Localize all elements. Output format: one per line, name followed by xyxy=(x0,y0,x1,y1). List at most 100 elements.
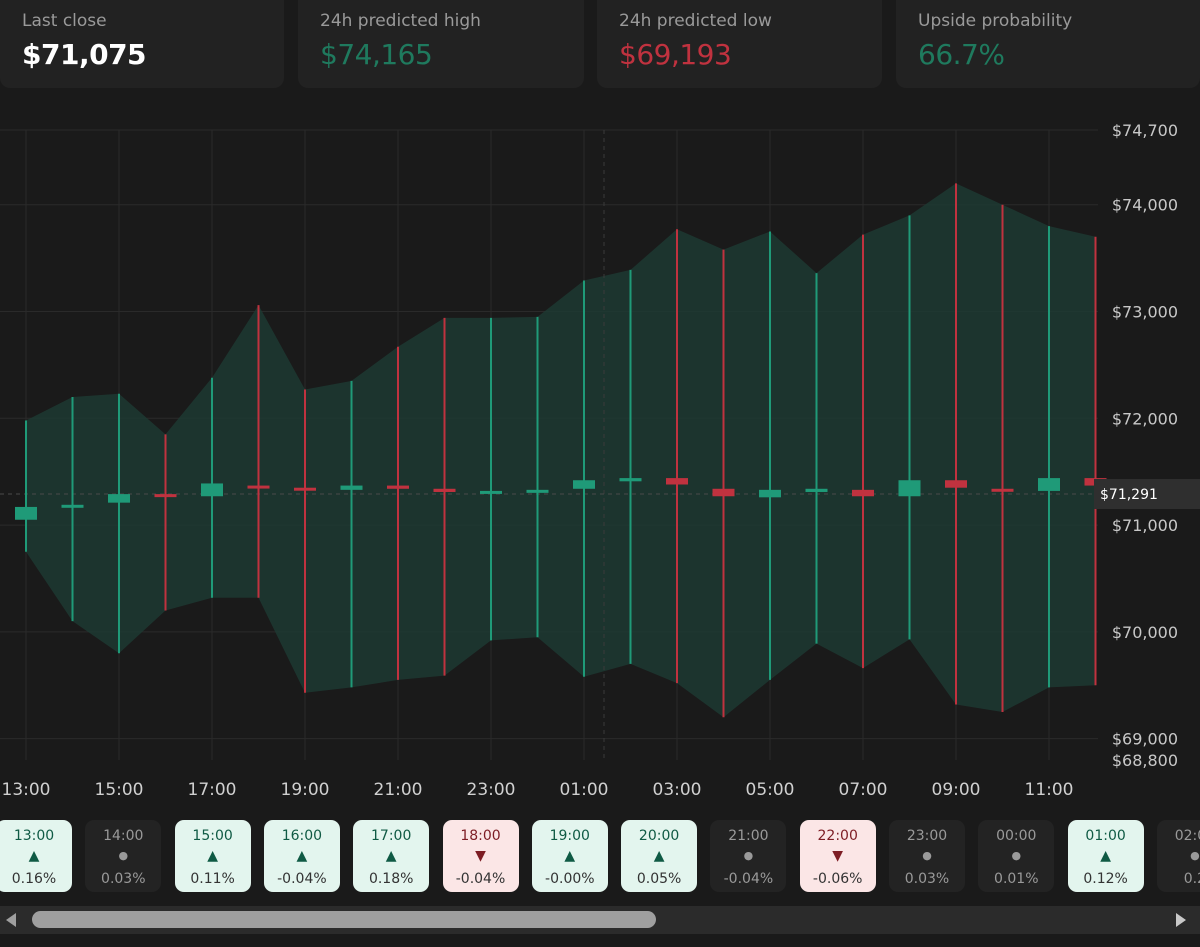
stat-label: 24h predicted low xyxy=(619,11,772,31)
candle-body xyxy=(1038,478,1060,491)
neutral-dot-icon: ● xyxy=(922,849,932,862)
hourly-card[interactable]: 18:00 ▼ -0.04% xyxy=(442,820,519,892)
hourly-time: 00:00 xyxy=(996,828,1037,844)
up-arrow-icon: ▲ xyxy=(385,848,397,864)
candle-body xyxy=(108,494,130,503)
scrollbar-thumb[interactable] xyxy=(32,911,656,928)
y-tick-label: $69,000 xyxy=(1112,730,1178,749)
candle-body xyxy=(480,490,502,494)
up-arrow-icon: ▲ xyxy=(653,848,665,864)
hourly-card[interactable]: 17:00 ▲ 0.18% xyxy=(353,820,430,892)
hourly-card[interactable]: 20:00 ▲ 0.05% xyxy=(621,820,698,892)
stat-label: 24h predicted high xyxy=(320,11,481,31)
hourly-change: 0.2 xyxy=(1183,871,1200,887)
horizontal-scrollbar[interactable] xyxy=(0,906,1200,934)
hourly-change: 0.03% xyxy=(904,871,950,887)
y-tick-label: $71,000 xyxy=(1112,516,1178,535)
x-tick-label: 09:00 xyxy=(932,780,981,800)
candle-body xyxy=(433,488,456,492)
hourly-card[interactable]: 23:00 ● 0.03% xyxy=(889,820,965,892)
candle-body xyxy=(573,480,595,489)
stat-label: Upside probability xyxy=(918,11,1073,31)
prediction-band xyxy=(26,183,1096,718)
candle-body xyxy=(61,504,84,508)
hourly-change: 0.05% xyxy=(636,871,682,887)
up-arrow-icon: ▲ xyxy=(28,848,40,864)
hourly-time: 21:00 xyxy=(728,828,769,844)
candle-body xyxy=(805,488,828,492)
hourly-change: 0.03% xyxy=(101,871,146,887)
stat-card-upside-probability: Upside probability 66.7% xyxy=(896,0,1200,88)
hourly-time: 14:00 xyxy=(103,828,144,844)
hourly-time: 13:00 xyxy=(13,828,55,844)
hourly-change: -0.00% xyxy=(545,871,595,887)
y-tick-label: $74,700 xyxy=(1112,121,1178,140)
candle-body xyxy=(666,478,688,485)
stat-value: $69,193 xyxy=(619,38,732,71)
candle-body xyxy=(15,506,37,520)
hourly-time: 17:00 xyxy=(371,828,412,844)
x-tick-label: 23:00 xyxy=(467,780,516,800)
x-tick-label: 17:00 xyxy=(188,780,237,800)
hourly-change: 0.01% xyxy=(994,871,1039,887)
current-price-label: $71,291 xyxy=(1100,487,1158,503)
x-tick-label: 05:00 xyxy=(746,780,795,800)
candle-body xyxy=(387,485,409,489)
up-arrow-icon: ▲ xyxy=(296,848,308,864)
hourly-forecast-strip[interactable]: 13:00 ▲ 0.16% 14:00 ● 0.03% 15:00 ▲ 0.11% 16:00 ▲ -… xyxy=(0,818,1200,894)
price-forecast-chart[interactable]: $74,700 $74,000 $73,000 $72,000 $71,000 $70,0… xyxy=(0,110,1200,810)
candle-body xyxy=(852,489,874,497)
candle-body xyxy=(712,488,735,497)
hourly-time: 23:00 xyxy=(906,828,948,844)
hourly-time: 19:00 xyxy=(549,828,590,844)
hourly-card[interactable]: 15:00 ▲ 0.11% xyxy=(174,820,251,892)
stats-row: Last close $71,075 24h predicted high $7… xyxy=(0,0,1200,90)
hourly-change: 0.18% xyxy=(368,871,414,887)
candle-body xyxy=(526,489,549,493)
scroll-right-icon[interactable] xyxy=(1176,913,1186,927)
hourly-time: 22:00 xyxy=(817,828,858,844)
hourly-card[interactable]: 02:00 ● 0.2 xyxy=(1156,820,1200,892)
up-arrow-icon: ▲ xyxy=(564,848,576,864)
stat-value: $74,165 xyxy=(320,38,433,71)
hourly-card[interactable]: 16:00 ▲ -0.04% xyxy=(263,820,340,892)
candle-body xyxy=(619,478,642,482)
hourly-time: 01:00 xyxy=(1085,828,1126,844)
down-arrow-icon: ▼ xyxy=(832,848,844,864)
hourly-card[interactable]: 01:00 ▲ 0.12% xyxy=(1067,820,1144,892)
hourly-card[interactable]: 00:00 ● 0.01% xyxy=(978,820,1055,892)
hourly-time: 18:00 xyxy=(460,828,501,844)
y-tick-label: $72,000 xyxy=(1112,409,1178,428)
hourly-change: -0.04% xyxy=(277,871,327,887)
hourly-card[interactable]: 21:00 ● -0.04% xyxy=(710,820,787,892)
candle-body xyxy=(294,487,316,491)
y-tick-label: $70,000 xyxy=(1112,623,1178,642)
hourly-change: 0.11% xyxy=(190,871,235,887)
hourly-change: 0.16% xyxy=(11,871,57,887)
x-tick-label: 13:00 xyxy=(2,780,51,800)
candle-body xyxy=(991,488,1014,492)
stat-value: $71,075 xyxy=(22,38,147,71)
hourly-time: 16:00 xyxy=(281,828,323,844)
x-tick-label: 15:00 xyxy=(95,780,144,800)
scroll-left-icon[interactable] xyxy=(6,913,16,927)
hourly-time: 20:00 xyxy=(638,828,680,844)
neutral-dot-icon: ● xyxy=(118,849,129,862)
candle-body xyxy=(247,485,270,489)
hourly-change: -0.04% xyxy=(455,871,506,887)
hourly-card[interactable]: 13:00 ▲ 0.16% xyxy=(0,820,72,892)
hourly-card[interactable]: 22:00 ▼ -0.06% xyxy=(799,820,876,892)
hourly-card[interactable]: 14:00 ● 0.03% xyxy=(85,820,162,892)
x-tick-label: 07:00 xyxy=(839,780,888,800)
stat-card-predicted-low: 24h predicted low $69,193 xyxy=(597,0,882,88)
x-tick-label: 21:00 xyxy=(374,780,423,800)
x-tick-label: 19:00 xyxy=(281,780,330,800)
stat-value: 66.7% xyxy=(918,38,1005,71)
hourly-card[interactable]: 19:00 ▲ -0.00% xyxy=(531,820,608,892)
candle-body xyxy=(340,485,363,490)
x-tick-label: 11:00 xyxy=(1025,780,1074,800)
current-price-badge xyxy=(1094,479,1200,510)
hourly-time: 02:00 xyxy=(1174,828,1200,844)
neutral-dot-icon: ● xyxy=(1011,849,1022,862)
neutral-dot-icon: ● xyxy=(743,849,754,862)
